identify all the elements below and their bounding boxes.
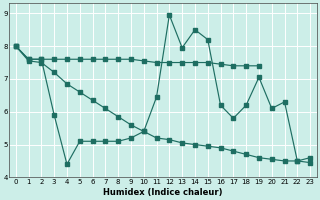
X-axis label: Humidex (Indice chaleur): Humidex (Indice chaleur)	[103, 188, 223, 197]
